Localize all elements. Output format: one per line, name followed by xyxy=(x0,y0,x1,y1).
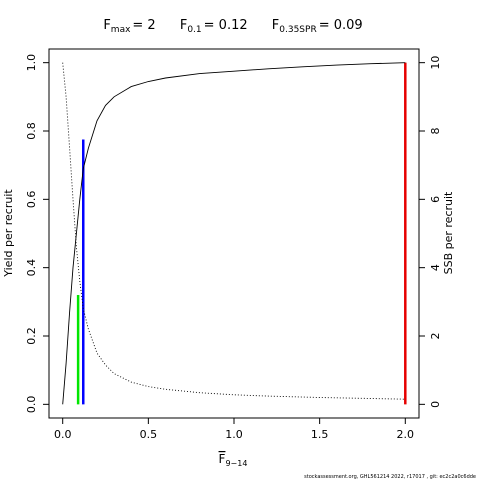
y-axis-right: 0 2 4 6 8 10 xyxy=(419,56,442,408)
title-fmax-label: F xyxy=(103,18,110,33)
y-left-tick-label: 0.6 xyxy=(25,191,38,209)
title-fmax-value: = 2 xyxy=(132,18,155,33)
x-axis: 0.0 0.5 1.0 1.5 2.0 xyxy=(54,418,414,441)
title-f01-value: = 0.12 xyxy=(204,18,248,33)
y-right-tick-label: 0 xyxy=(429,401,442,408)
title-fspr-value: = 0.09 xyxy=(319,18,363,33)
x-tick-label: 0.5 xyxy=(140,428,158,441)
footer-text: stockassessment.org, GHL561214 2022, r17… xyxy=(304,474,476,480)
y-left-tick-label: 0.0 xyxy=(25,396,38,414)
title-fspr-sub: 0.35SPR xyxy=(279,25,316,35)
y-right-tick-label: 6 xyxy=(429,196,442,203)
x-tick-label: 1.5 xyxy=(311,428,329,441)
x-tick-label: 0.0 xyxy=(54,428,72,441)
plot-frame xyxy=(48,48,420,419)
y-left-tick-label: 0.8 xyxy=(25,122,38,140)
chart-title: Fmax = 2 F0.1 = 0.12 F0.35SPR = 0.09 xyxy=(103,18,362,35)
title-fspr-label: F xyxy=(272,18,279,33)
y-right-tick-label: 10 xyxy=(429,56,442,70)
y-left-tick-label: 0.2 xyxy=(25,327,38,345)
x-tick-label: 1.0 xyxy=(225,428,243,441)
title-f01-label: F xyxy=(180,18,187,33)
series-line-dotted xyxy=(62,62,406,400)
x-axis-label-sub: 9−14 xyxy=(225,459,247,468)
y-right-tick-label: 2 xyxy=(429,333,442,340)
x-axis-label: F9−14 xyxy=(219,452,248,468)
y-left-tick-label: 0.4 xyxy=(25,259,38,277)
series-lines xyxy=(62,62,406,405)
series-line-solid xyxy=(62,62,406,405)
y-axis-left-label: Yield per recruit xyxy=(2,189,15,278)
y-axis-left: 0.0 0.2 0.4 0.6 0.8 1.0 xyxy=(25,54,49,413)
y-right-tick-label: 8 xyxy=(429,128,442,135)
y-right-tick-label: 4 xyxy=(429,264,442,271)
y-axis-right-label: SSB per recruit xyxy=(442,191,455,274)
reference-lines xyxy=(76,62,407,405)
title-f01-sub: 0.1 xyxy=(187,25,201,35)
x-axis-label-main: F xyxy=(219,452,226,466)
x-tick-label: 2.0 xyxy=(397,428,415,441)
title-fmax-sub: max xyxy=(111,25,131,35)
y-left-tick-label: 1.0 xyxy=(25,54,38,72)
